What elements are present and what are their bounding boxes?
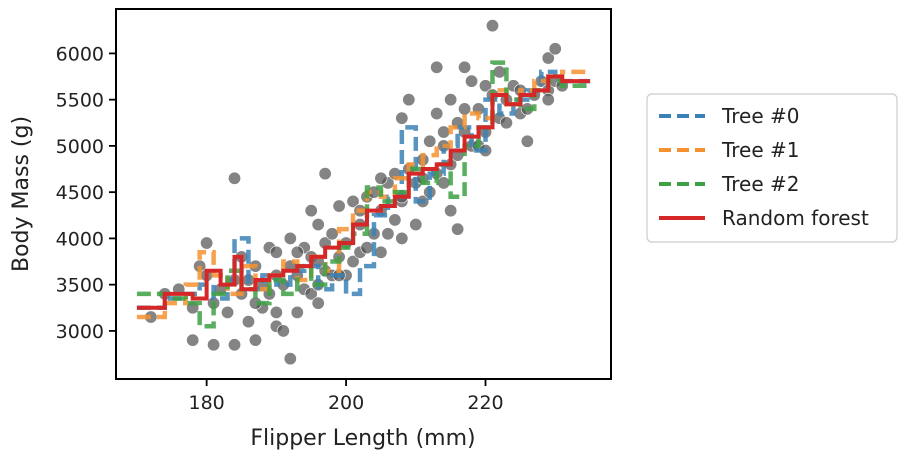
scatter-point bbox=[541, 51, 555, 65]
scatter-point bbox=[304, 287, 318, 301]
scatter-point bbox=[283, 231, 297, 245]
scatter-point bbox=[332, 199, 346, 213]
x-tick-label: 180 bbox=[189, 392, 225, 414]
y-axis-label: Body Mass (g) bbox=[9, 116, 34, 272]
x-tick-label: 200 bbox=[328, 392, 364, 414]
scatter-point bbox=[290, 245, 304, 259]
scatter-point bbox=[325, 227, 339, 241]
series-line-random-forest bbox=[136, 74, 591, 310]
legend-label: Tree #2 bbox=[721, 172, 800, 196]
legend-items: Tree #0 Tree #1 Tree #2 Random forest bbox=[659, 104, 869, 230]
scatter-point bbox=[304, 204, 318, 218]
scatter-point bbox=[458, 102, 472, 116]
legend-label: Tree #1 bbox=[721, 138, 800, 162]
scatter-point bbox=[248, 333, 262, 347]
scatter-point bbox=[346, 194, 360, 208]
scatter-point bbox=[221, 305, 235, 319]
scatter-point bbox=[423, 134, 437, 148]
legend-label: Random forest bbox=[722, 206, 869, 230]
scatter-point bbox=[311, 296, 325, 310]
scatter-point bbox=[311, 218, 325, 232]
scatter-point bbox=[346, 255, 360, 269]
y-axis-ticks: 3000 3500 4000 4500 5000 5500 6000 bbox=[56, 43, 116, 343]
scatter-point bbox=[207, 338, 221, 352]
scatter-point bbox=[283, 352, 297, 366]
scatter-point bbox=[499, 116, 513, 130]
y-tick-label: 4000 bbox=[56, 228, 104, 250]
scatter-point bbox=[290, 305, 304, 319]
scatter-point bbox=[395, 231, 409, 245]
scatter-point bbox=[228, 338, 242, 352]
scatter-point bbox=[269, 305, 283, 319]
legend: Tree #0 Tree #1 Tree #2 Random forest bbox=[646, 93, 898, 243]
scatter-point bbox=[465, 74, 479, 88]
scatter-point bbox=[318, 167, 332, 181]
scatter-point bbox=[360, 241, 374, 255]
scatter-point bbox=[444, 93, 458, 107]
scatter-point bbox=[492, 65, 506, 79]
x-axis-label: Flipper Length (mm) bbox=[250, 426, 475, 451]
y-tick-label: 5000 bbox=[56, 136, 104, 158]
scatter-point bbox=[381, 227, 395, 241]
y-tick-label: 3000 bbox=[56, 321, 104, 343]
scatter-point bbox=[437, 176, 451, 190]
legend-box bbox=[646, 93, 898, 243]
scatter-point bbox=[374, 245, 388, 259]
legend-label: Tree #0 bbox=[721, 104, 800, 128]
series-lines bbox=[136, 60, 591, 329]
scatter-point bbox=[451, 222, 465, 236]
scatter-point bbox=[485, 19, 499, 33]
scatter-point bbox=[374, 171, 388, 185]
scatter-point bbox=[479, 79, 493, 93]
scatter-point bbox=[269, 245, 283, 259]
scatter-point bbox=[276, 324, 290, 338]
scatter-point bbox=[388, 213, 402, 227]
scatter-point bbox=[395, 111, 409, 125]
scatter-point bbox=[437, 125, 451, 139]
y-tick-label: 5500 bbox=[56, 90, 104, 112]
scatter-point bbox=[228, 171, 242, 185]
scatter-point bbox=[186, 333, 200, 347]
scatter-point bbox=[520, 134, 534, 148]
scatter-point bbox=[402, 93, 416, 107]
y-tick-label: 4500 bbox=[56, 182, 104, 204]
scatter-point bbox=[541, 93, 555, 107]
scatter-point bbox=[548, 42, 562, 56]
scatter-point bbox=[409, 218, 423, 232]
x-tick-label: 220 bbox=[467, 392, 503, 414]
plot-frame bbox=[115, 8, 612, 380]
y-tick-label: 3500 bbox=[56, 275, 104, 297]
scatter-point bbox=[241, 315, 255, 329]
x-axis-ticks: 180 200 220 bbox=[189, 379, 504, 414]
scatter-point bbox=[200, 236, 214, 250]
scatter-point bbox=[444, 204, 458, 218]
y-tick-label: 6000 bbox=[56, 43, 104, 65]
scatter-point bbox=[430, 60, 444, 74]
scatter-point bbox=[458, 60, 472, 74]
scatter-point bbox=[430, 107, 444, 121]
